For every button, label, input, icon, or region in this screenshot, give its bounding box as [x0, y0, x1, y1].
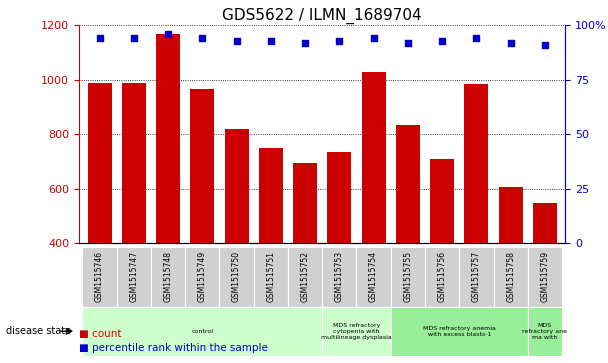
Text: GSM1515758: GSM1515758 — [506, 251, 515, 302]
Bar — [494, 247, 528, 307]
Bar — [533, 203, 557, 243]
Text: GSM1515753: GSM1515753 — [335, 251, 344, 302]
Bar — [391, 247, 425, 307]
Bar — [499, 187, 523, 243]
Bar — [528, 307, 562, 356]
Point — [472, 36, 482, 41]
Bar — [322, 247, 356, 307]
Bar — [151, 247, 185, 307]
Point — [334, 38, 344, 44]
Bar — [224, 129, 249, 243]
Text: GSM1515748: GSM1515748 — [164, 251, 173, 302]
Text: GSM1515752: GSM1515752 — [300, 251, 309, 302]
Bar — [185, 247, 219, 307]
Point — [198, 36, 207, 41]
Text: MDS refractory anemia
with excess blasts-1: MDS refractory anemia with excess blasts… — [423, 326, 496, 337]
Bar — [83, 247, 117, 307]
Bar — [528, 247, 562, 307]
Bar — [88, 83, 112, 243]
Bar — [117, 247, 151, 307]
Bar — [293, 163, 317, 243]
Bar — [83, 307, 322, 356]
Bar — [391, 307, 528, 356]
Point — [266, 38, 275, 44]
Bar — [465, 84, 488, 243]
Point — [403, 40, 413, 46]
Point — [232, 38, 241, 44]
Bar — [396, 125, 420, 243]
Point — [369, 36, 379, 41]
Bar — [430, 159, 454, 243]
Bar — [322, 307, 391, 356]
Text: ■ percentile rank within the sample: ■ percentile rank within the sample — [79, 343, 268, 353]
Point — [437, 38, 447, 44]
Text: MDS refractory
cytopenia with
multilineage dysplasia: MDS refractory cytopenia with multilinea… — [321, 323, 392, 339]
Bar — [190, 89, 215, 243]
Bar — [259, 148, 283, 243]
Bar — [356, 247, 391, 307]
Text: GSM1515759: GSM1515759 — [541, 251, 550, 302]
Point — [129, 36, 139, 41]
Text: GSM1515757: GSM1515757 — [472, 251, 481, 302]
Text: MDS
refractory ane
ma with: MDS refractory ane ma with — [522, 323, 567, 339]
Text: GSM1515746: GSM1515746 — [95, 251, 104, 302]
Text: GSM1515755: GSM1515755 — [403, 251, 412, 302]
Text: GSM1515754: GSM1515754 — [369, 251, 378, 302]
Bar — [327, 152, 351, 243]
Point — [540, 42, 550, 48]
Point — [95, 36, 105, 41]
Text: ■ count: ■ count — [79, 329, 122, 339]
Point — [163, 31, 173, 37]
Text: disease state: disease state — [6, 326, 71, 336]
Title: GDS5622 / ILMN_1689704: GDS5622 / ILMN_1689704 — [223, 8, 422, 24]
Text: GSM1515756: GSM1515756 — [438, 251, 447, 302]
Bar — [459, 247, 494, 307]
Bar — [362, 72, 385, 243]
Text: GSM1515750: GSM1515750 — [232, 251, 241, 302]
Bar — [219, 247, 254, 307]
Text: GSM1515751: GSM1515751 — [266, 251, 275, 302]
Point — [506, 40, 516, 46]
Bar — [288, 247, 322, 307]
Bar — [254, 247, 288, 307]
Text: GSM1515747: GSM1515747 — [130, 251, 139, 302]
Text: control: control — [192, 329, 213, 334]
Bar — [156, 34, 180, 243]
Text: GSM1515749: GSM1515749 — [198, 251, 207, 302]
Bar — [425, 247, 459, 307]
Point — [300, 40, 310, 46]
Bar — [122, 83, 146, 243]
